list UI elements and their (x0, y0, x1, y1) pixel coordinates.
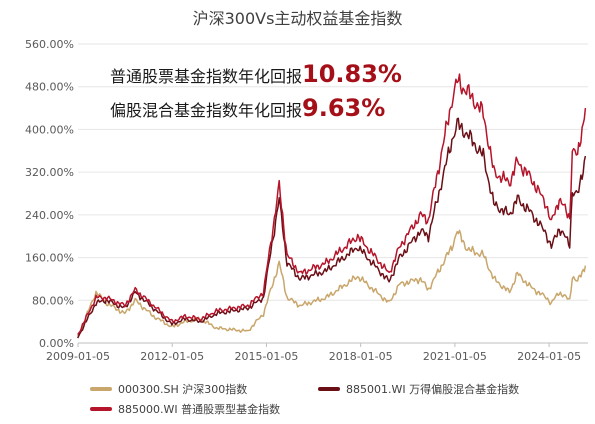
legend-label: 000300.SH 沪深300指数 (118, 383, 248, 396)
x-tick-label: 2021-01-05 (423, 350, 487, 363)
annotation-label: 普通股票基金指数年化回报 (110, 67, 303, 86)
y-tick-label: 320.00% (25, 166, 74, 179)
legend-item-stock-fund-index[interactable]: 885000.WI 普通股票型基金指数 (90, 401, 280, 417)
series-line-1 (77, 117, 587, 339)
annotation-hybrid-fund-return: 偏股混合基金指数年化回报9.63% (110, 94, 385, 122)
x-tick-label: 2018-01-05 (329, 350, 393, 363)
legend-label: 885001.WI 万得偏股混合基金指数 (346, 383, 520, 396)
annotation-value: 10.83% (302, 60, 402, 88)
legend-item-csi300[interactable]: 000300.SH 沪深300指数 (90, 381, 247, 397)
x-tick-label: 2015-01-05 (234, 350, 298, 363)
chart-title: 沪深300Vs主动权益基金指数 (192, 9, 403, 28)
y-tick-label: 80.00% (32, 294, 74, 307)
legend-label: 885000.WI 普通股票型基金指数 (118, 403, 281, 416)
x-tick-label: 2009-01-05 (46, 350, 110, 363)
x-tick-label: 2012-01-05 (140, 350, 204, 363)
series-line-2 (77, 73, 587, 336)
axis-labels: 0.00% 80.00% 160.00% 240.00% 320.00% 400.00% 4… (25, 38, 581, 363)
y-tick-label: 560.00% (25, 38, 74, 51)
annotation-stock-fund-return: 普通股票基金指数年化回报10.83% (110, 60, 402, 88)
annotation-value: 9.63% (302, 94, 386, 122)
y-tick-label: 0.00% (39, 337, 74, 350)
annotation-label: 偏股混合基金指数年化回报 (110, 101, 303, 120)
legend-swatch (318, 387, 340, 391)
gridlines (78, 43, 588, 344)
series-line-0 (77, 229, 587, 337)
series-lines (77, 73, 587, 339)
y-tick-label: 240.00% (25, 209, 74, 222)
legend-swatch (90, 407, 112, 411)
legend-item-hybrid-fund-index[interactable]: 885001.WI 万得偏股混合基金指数 (318, 381, 519, 397)
y-tick-label: 160.00% (25, 252, 74, 265)
y-tick-label: 480.00% (25, 81, 74, 94)
x-tick-label: 2024-01-05 (517, 350, 581, 363)
legend-swatch (90, 387, 112, 391)
y-tick-label: 400.00% (25, 123, 74, 136)
